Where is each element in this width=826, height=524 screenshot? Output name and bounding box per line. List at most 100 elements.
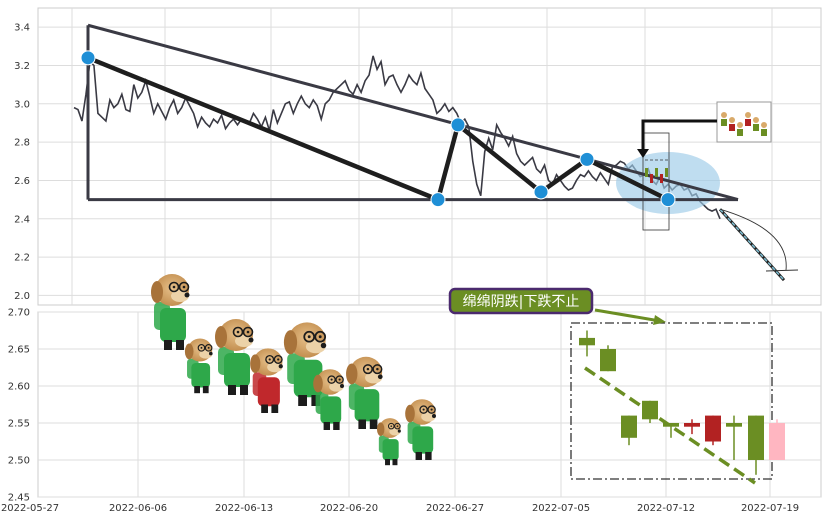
cartoon-dog-7 (376, 418, 401, 466)
dog-overalls (354, 389, 380, 422)
dog-nose (320, 342, 327, 349)
callout-arrow-head (637, 149, 649, 158)
dog-glasses-left (197, 344, 206, 352)
dog-muzzle (389, 428, 401, 436)
dog-nose (248, 337, 254, 343)
swing-point-4 (579, 151, 595, 167)
dog-nose (278, 364, 283, 369)
top-y-tick-label: 3.0 (14, 99, 30, 110)
top-y-tick-label: 3.2 (14, 61, 30, 72)
dog-eye-right (376, 367, 379, 371)
dog-leg-left (415, 452, 422, 460)
dog-eye-left (366, 367, 370, 371)
dog-glasses-right (273, 354, 283, 364)
dog-muzzle (235, 335, 253, 347)
dog-nose (184, 292, 190, 298)
x-tick-label: 2022-06-20 (320, 503, 378, 514)
candle-body-1 (600, 349, 616, 372)
bottom-y-tick-label: 2.45 (8, 493, 30, 504)
thumb-dog-body-3 (745, 119, 751, 126)
top-y-tick-label: 2.4 (14, 214, 30, 225)
dog-overalls (191, 362, 211, 388)
decor-layer (151, 274, 436, 466)
dog-leg-left (261, 404, 268, 413)
top-panel: 2.0 2.2 2.4 2.6 2.8 3.0 3.2 3.4 (14, 7, 822, 306)
top-y-tick-label: 2.6 (14, 176, 30, 187)
dog-eye-left (307, 335, 311, 339)
thumb-dog-body-0 (721, 119, 727, 126)
dog-eye-right (396, 425, 399, 427)
dog-glasses-right (314, 330, 327, 343)
candle-body-8 (748, 415, 764, 460)
mini-candle-0 (645, 168, 648, 177)
x-tick-label: 2022-06-06 (109, 503, 167, 514)
annotation-text: 绵绵阴跌|下跌不止 (463, 293, 580, 310)
dog-eye-right (338, 378, 341, 381)
dog-eye-left (422, 408, 425, 411)
top-y-tick-label: 2.8 (14, 138, 30, 149)
candle-body-4 (663, 423, 679, 427)
mini-candle-3 (660, 174, 663, 183)
bottom-y-tick-label: 2.60 (8, 382, 30, 393)
cartoon-dog-0 (151, 274, 190, 350)
thumb-dog-head-3 (745, 112, 751, 118)
projection-line (719, 208, 785, 281)
dog-overalls (320, 396, 342, 424)
top-y-tick-label: 2.0 (14, 291, 30, 302)
thumb-dog-head-1 (729, 117, 735, 123)
dog-overalls (257, 377, 280, 407)
dog-leg-right (271, 404, 279, 413)
dog-glasses-left (303, 330, 316, 343)
dog-leg-left (228, 385, 236, 395)
bottom-y-tick-label: 2.70 (8, 308, 30, 319)
dog-eye-right (430, 408, 433, 411)
cartoon-dog-6 (346, 356, 383, 429)
dog-muzzle (171, 290, 189, 302)
swing-point-0 (80, 50, 96, 66)
projection-arc (719, 208, 787, 271)
dog-nose (209, 351, 213, 356)
dog-leg-right (369, 419, 378, 429)
dog-nose (377, 374, 383, 380)
dog-glasses-right (242, 326, 254, 338)
dog-ear (151, 281, 163, 303)
dog-overalls (382, 439, 399, 461)
thumb-dog-head-5 (761, 122, 767, 128)
dog-leg-right (333, 422, 340, 430)
dog-leg-left (194, 386, 200, 394)
dog-eye-left (390, 425, 393, 427)
thumb-dog-head-0 (721, 112, 727, 118)
dog-leg-right (202, 386, 209, 394)
dog-nose (397, 429, 401, 433)
x-tick-label: 2022-07-19 (741, 503, 799, 514)
dog-muzzle (267, 362, 283, 373)
dog-ear (346, 363, 358, 385)
dog-glasses-left (419, 405, 428, 414)
dog-eye-right (246, 330, 250, 334)
annotation-arrow-line (594, 308, 661, 323)
bottom-y-tick-label: 2.55 (8, 419, 30, 430)
dog-nose (340, 384, 344, 388)
cartoon-dog-1 (184, 338, 213, 394)
dog-leg-right (425, 452, 432, 460)
x-tick-label: 2022-07-12 (637, 503, 695, 514)
swing-point-2 (450, 117, 466, 133)
dog-leg-right (176, 340, 184, 350)
dog-overalls (224, 353, 250, 387)
dog-ear (250, 354, 261, 374)
dog-eye-right (318, 335, 322, 339)
x-tick-label: 2022-06-13 (215, 503, 273, 514)
dog-ear (313, 374, 323, 393)
downtrend-dashed-line (584, 366, 756, 485)
top-y-tick-label: 2.2 (14, 253, 30, 264)
dog-leg-right (392, 459, 398, 466)
candle-body-5 (684, 423, 700, 427)
dog-eye-right (182, 285, 186, 289)
dog-eye-right (207, 346, 210, 349)
dog-glasses-left (327, 375, 336, 384)
projection-end-tick (765, 269, 799, 272)
dog-glasses-left (265, 354, 275, 364)
upper-trend-line (87, 23, 739, 202)
dog-ear (215, 326, 227, 348)
